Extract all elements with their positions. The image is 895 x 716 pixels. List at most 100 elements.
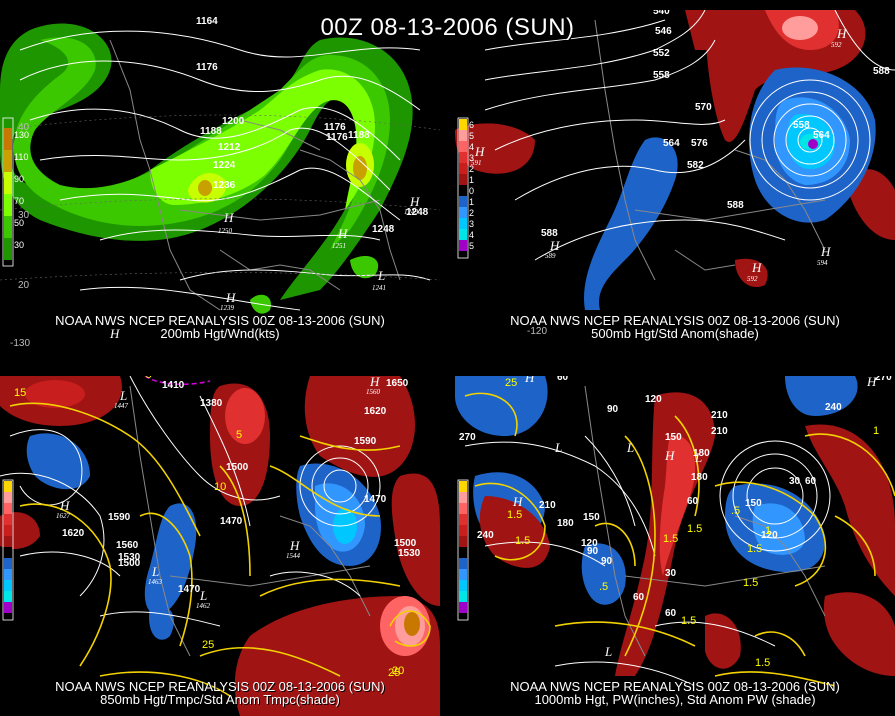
height-contours — [0, 376, 381, 627]
height-label: 1176 — [196, 62, 218, 73]
legend-label: 0 — [469, 186, 474, 196]
legend-200mb — [2, 117, 14, 267]
anom-red-nw — [455, 123, 535, 174]
temp-label: 20 — [392, 665, 404, 677]
coastlines — [129, 385, 371, 657]
svg-text:H: H — [223, 210, 234, 225]
height-label: 1530 — [118, 552, 141, 563]
legend-label: 5 — [469, 131, 474, 141]
height-label: 90 — [601, 556, 613, 567]
height-label: 180 — [693, 448, 710, 459]
anom-red-ne — [304, 376, 415, 477]
height-label: 120 — [645, 394, 662, 405]
height-label: 210 — [539, 500, 556, 511]
height-label: 1590 — [354, 436, 377, 447]
pw-label: .5 — [599, 581, 608, 593]
lon-label: -120 — [527, 326, 547, 337]
map-200mb: 130 110 90 70 50 30 1164 1176 1188 1200 … — [0, 16, 440, 349]
legend-label: 70 — [14, 196, 24, 206]
height-label: 210 — [711, 410, 728, 421]
svg-text:H: H — [337, 226, 348, 241]
pw-label: 1.5 — [687, 523, 702, 535]
height-label: 1650 — [386, 378, 409, 389]
h-sublabel: 1544 — [286, 552, 301, 560]
temp-label: 10 — [214, 481, 226, 493]
height-label: 120 — [581, 538, 598, 549]
pw-contours — [464, 392, 895, 687]
height-label: 564 — [813, 130, 830, 141]
h-sublabel: 1239 — [220, 304, 235, 312]
height-label: 1176 — [326, 132, 348, 143]
height-label: 270 — [459, 432, 476, 443]
caption-field: 500mb Hgt/Std Anom(shade) — [591, 326, 759, 341]
anom-blue-nw — [455, 376, 548, 436]
h-sublabel: 592 — [747, 275, 758, 283]
height-label: 1410 — [162, 380, 185, 391]
height-label: 558 — [653, 70, 670, 81]
map-850mb: 1410 1380 1500 1470 1620 1590 1560 1530 … — [0, 376, 440, 716]
height-label: 240 — [477, 530, 494, 541]
legend-label: 2 — [469, 164, 474, 174]
anom-purple — [808, 139, 818, 149]
pw-label: 1.5 — [747, 543, 762, 555]
anom-red-e — [391, 473, 440, 606]
legend-label: 4 — [469, 142, 474, 152]
lat-lon-grid — [0, 114, 440, 281]
h-sublabel: 1627 — [56, 512, 71, 520]
legend-label: 6 — [469, 120, 474, 130]
anom-red-4 — [823, 592, 895, 676]
height-label: 210 — [711, 426, 728, 437]
svg-text:H: H — [549, 238, 560, 253]
legend-label: 30 — [14, 240, 24, 250]
legend-label: 50 — [14, 218, 24, 228]
height-label: 60 — [633, 592, 645, 603]
coastlines — [594, 19, 826, 281]
svg-text:H: H — [109, 326, 120, 341]
svg-text:H: H — [820, 244, 831, 259]
legend-label: 3 — [469, 153, 474, 163]
anom-blue-nw — [26, 433, 90, 490]
main-title: 00Z 08-13-2006 (SUN) — [320, 14, 575, 41]
svg-text:L: L — [554, 440, 562, 455]
height-label: 180 — [557, 518, 574, 529]
height-label: 1248 — [406, 207, 429, 218]
h-sublabel: 591 — [471, 159, 482, 167]
temp-label: 5 — [236, 429, 242, 441]
height-contours — [464, 435, 831, 687]
anom-red-s — [735, 258, 768, 288]
l-sublabel: 1463 — [148, 578, 163, 586]
legend-label: 3 — [469, 219, 474, 229]
pw-label: 25 — [505, 377, 517, 389]
pw-label: .5 — [731, 505, 740, 517]
height-label: 1530 — [398, 548, 421, 559]
height-label: 60 — [665, 608, 677, 619]
legend-label: 1 — [469, 175, 474, 185]
height-label: 1470 — [364, 494, 387, 505]
svg-text:H: H — [524, 376, 535, 385]
height-label: 1470 — [220, 516, 243, 527]
height-label: 270 — [875, 376, 892, 383]
temp-label: 25 — [202, 639, 214, 651]
svg-text:H: H — [751, 260, 762, 275]
anom-orange — [404, 612, 420, 636]
l-sublabel: 1241 — [372, 284, 386, 292]
pw-label: 1.5 — [743, 577, 758, 589]
height-label: 588 — [727, 200, 744, 211]
anom-blue-ne — [785, 376, 858, 416]
jet-core-3 — [198, 180, 212, 196]
caption-field: 1000mb Hgt, PW(inches), Std Anom PW (sha… — [534, 692, 816, 707]
height-label: 30 — [789, 476, 801, 487]
height-label: 1248 — [372, 224, 395, 235]
height-label: 150 — [583, 512, 600, 523]
svg-text:L: L — [604, 644, 612, 659]
anom-blue-e-2 — [752, 503, 805, 555]
height-label: 30 — [665, 568, 677, 579]
height-label: 120 — [761, 530, 778, 541]
h-sublabel: 594 — [817, 259, 828, 267]
svg-text:H: H — [409, 194, 420, 209]
height-label: 1236 — [213, 180, 236, 191]
h-sublabel: 589 — [545, 252, 556, 260]
h-sublabel: 1249 — [404, 208, 419, 216]
caption-source: NOAA NWS NCEP REANALYSIS 00Z 08-13-2006 … — [510, 679, 840, 694]
anom-red-5 — [705, 613, 741, 669]
